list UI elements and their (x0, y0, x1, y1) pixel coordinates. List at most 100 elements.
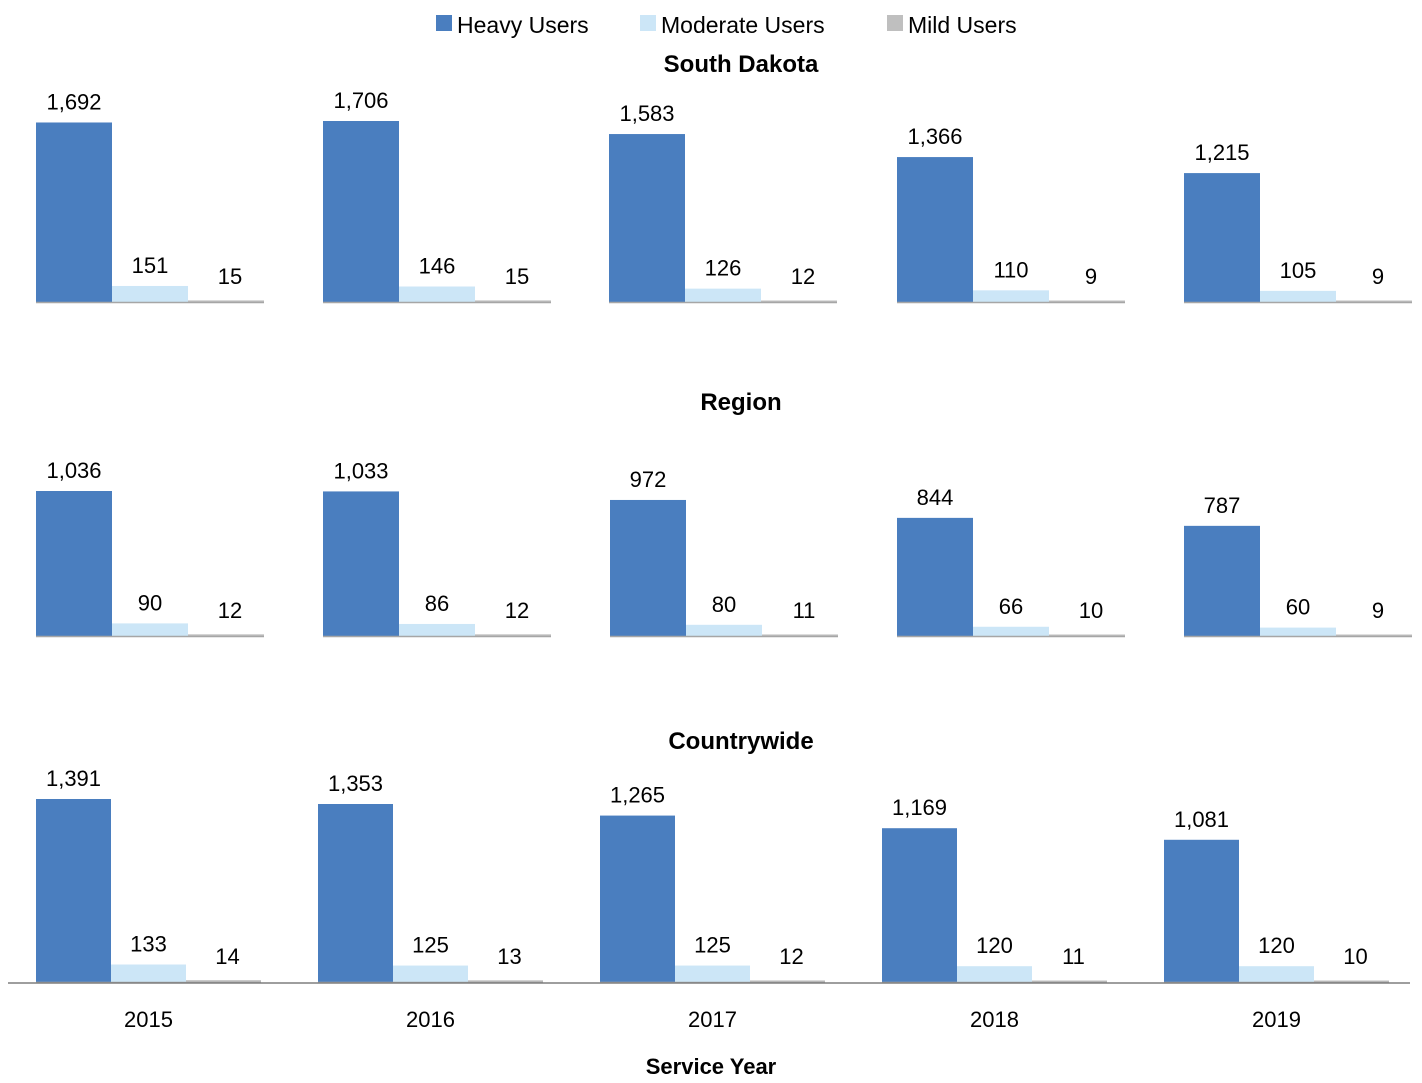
x-tick-label-2019: 2019 (1252, 1007, 1301, 1032)
bar-region-2016-moderate-users (399, 623, 475, 636)
value-label-south-dakota-2019-moderate-users: 105 (1280, 258, 1317, 283)
x-tick-label-2015: 2015 (124, 1007, 173, 1032)
value-label-countrywide-2019-mild-users: 10 (1343, 944, 1367, 969)
bar-region-2015-heavy-users (36, 491, 112, 636)
value-label-countrywide-2015-heavy-users: 1,391 (46, 766, 101, 791)
panel-title-south-dakota: South Dakota (664, 51, 819, 78)
legend-swatch-mild-users (887, 15, 903, 31)
value-label-countrywide-2019-moderate-users: 120 (1258, 933, 1295, 958)
legend-label-heavy-users: Heavy Users (457, 12, 589, 38)
value-label-south-dakota-2017-moderate-users: 126 (705, 256, 742, 281)
bar-region-2018-moderate-users (973, 626, 1049, 636)
value-label-countrywide-2018-mild-users: 11 (1062, 944, 1085, 969)
value-label-region-2019-mild-users: 9 (1372, 598, 1384, 623)
panel-countrywide: Countrywide 1,391 133 14 1,353 125 13 1,265 125 1… (36, 728, 1389, 984)
legend: Heavy Users Moderate Users Mild Users (436, 12, 1017, 38)
value-label-region-2019-moderate-users: 60 (1286, 595, 1310, 620)
value-label-south-dakota-2016-moderate-users: 146 (419, 254, 456, 279)
bar-countrywide-2019-moderate-users (1239, 966, 1314, 982)
bar-south-dakota-2017-heavy-users (609, 134, 685, 302)
panel-south-dakota: South Dakota 1,692 151 15 1,706 146 15 1,583 126… (36, 51, 1412, 304)
value-label-region-2016-moderate-users: 86 (425, 591, 449, 616)
value-label-south-dakota-2017-heavy-users: 1,583 (619, 101, 674, 126)
bar-region-2016-heavy-users (323, 491, 399, 636)
bar-countrywide-2017-mild-users (750, 980, 825, 982)
bar-region-2015-mild-users (188, 634, 264, 636)
value-label-region-2016-mild-users: 12 (505, 598, 529, 623)
x-tick-label-2016: 2016 (406, 1007, 455, 1032)
value-label-region-2018-mild-users: 10 (1079, 598, 1103, 623)
value-label-south-dakota-2018-heavy-users: 1,366 (907, 124, 962, 149)
bar-countrywide-2019-mild-users (1314, 980, 1389, 982)
value-label-south-dakota-2015-mild-users: 15 (218, 264, 242, 289)
value-label-region-2019-heavy-users: 787 (1204, 493, 1241, 518)
value-label-south-dakota-2017-mild-users: 12 (791, 264, 815, 289)
bar-region-2018-heavy-users (897, 517, 973, 636)
value-label-south-dakota-2019-mild-users: 9 (1372, 264, 1384, 289)
bar-countrywide-2016-mild-users (468, 980, 543, 982)
bar-countrywide-2015-heavy-users (36, 799, 111, 982)
value-label-countrywide-2016-heavy-users: 1,353 (328, 771, 383, 796)
legend-label-mild-users: Mild Users (908, 12, 1017, 38)
value-label-countrywide-2018-moderate-users: 120 (976, 933, 1013, 958)
bar-south-dakota-2015-heavy-users (36, 122, 112, 302)
panel-region: Region 1,036 90 12 1,033 86 12 972 80 11 844 66 10 78… (36, 389, 1412, 638)
bar-countrywide-2017-heavy-users (600, 815, 675, 982)
bar-region-2019-heavy-users (1184, 525, 1260, 636)
bar-region-2017-moderate-users (686, 624, 762, 636)
value-label-region-2015-moderate-users: 90 (138, 590, 162, 615)
value-label-countrywide-2017-mild-users: 12 (779, 944, 803, 969)
value-label-south-dakota-2019-heavy-users: 1,215 (1194, 140, 1249, 165)
x-tick-label-2017: 2017 (688, 1007, 737, 1032)
value-label-countrywide-2018-heavy-users: 1,169 (892, 795, 947, 820)
bar-south-dakota-2019-moderate-users (1260, 290, 1336, 302)
bar-countrywide-2019-heavy-users (1164, 839, 1239, 982)
bar-south-dakota-2016-moderate-users (399, 286, 475, 302)
x-axis: 2015 2016 2017 2018 2019 (8, 982, 1410, 1032)
bar-south-dakota-2018-moderate-users (973, 290, 1049, 302)
legend-swatch-moderate-users (640, 15, 656, 31)
value-label-south-dakota-2018-mild-users: 9 (1085, 264, 1097, 289)
value-label-countrywide-2015-moderate-users: 133 (130, 932, 167, 957)
bar-south-dakota-2017-moderate-users (685, 288, 761, 302)
bar-region-2015-moderate-users (112, 623, 188, 636)
value-label-region-2015-heavy-users: 1,036 (46, 458, 101, 483)
bar-countrywide-2017-moderate-users (675, 965, 750, 982)
bar-countrywide-2018-mild-users (1032, 980, 1107, 982)
legend-label-moderate-users: Moderate Users (661, 12, 825, 38)
value-label-south-dakota-2015-moderate-users: 151 (132, 253, 169, 278)
x-tick-label-2018: 2018 (970, 1007, 1019, 1032)
bar-south-dakota-2016-mild-users (475, 300, 551, 302)
bar-south-dakota-2019-mild-users (1336, 300, 1412, 302)
bar-south-dakota-2015-mild-users (188, 300, 264, 302)
value-label-region-2016-heavy-users: 1,033 (333, 458, 388, 483)
bar-countrywide-2016-heavy-users (318, 803, 393, 982)
bar-countrywide-2015-mild-users (186, 980, 261, 982)
bar-region-2019-mild-users (1336, 634, 1412, 636)
value-label-countrywide-2015-mild-users: 14 (215, 944, 239, 969)
value-label-countrywide-2017-moderate-users: 125 (694, 933, 731, 958)
x-axis-title: Service Year (646, 1054, 777, 1078)
bar-south-dakota-2019-heavy-users (1184, 173, 1260, 302)
value-label-south-dakota-2016-heavy-users: 1,706 (333, 88, 388, 113)
bar-south-dakota-2018-heavy-users (897, 157, 973, 302)
bar-region-2017-mild-users (762, 634, 838, 636)
value-label-countrywide-2016-moderate-users: 125 (412, 933, 449, 958)
legend-swatch-heavy-users (436, 15, 452, 31)
value-label-south-dakota-2016-mild-users: 15 (505, 264, 529, 289)
bar-region-2019-moderate-users (1260, 627, 1336, 636)
bar-region-2016-mild-users (475, 634, 551, 636)
value-label-south-dakota-2018-moderate-users: 110 (993, 257, 1028, 282)
bar-countrywide-2016-moderate-users (393, 965, 468, 982)
bar-countrywide-2018-moderate-users (957, 966, 1032, 982)
value-label-region-2017-heavy-users: 972 (630, 467, 667, 492)
value-label-region-2017-moderate-users: 80 (712, 592, 736, 617)
value-label-south-dakota-2015-heavy-users: 1,692 (46, 89, 101, 114)
bar-south-dakota-2016-heavy-users (323, 121, 399, 302)
value-label-countrywide-2019-heavy-users: 1,081 (1174, 807, 1229, 832)
value-label-region-2017-mild-users: 11 (793, 598, 816, 623)
bar-countrywide-2015-moderate-users (111, 964, 186, 982)
